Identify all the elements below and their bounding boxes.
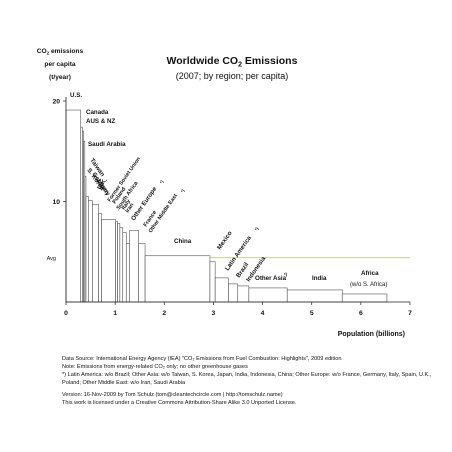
x-tick-label: 4: [261, 310, 265, 317]
bar-latin-america: [214, 277, 229, 303]
bar-brazil: [228, 283, 239, 303]
label-canada: Canada: [86, 109, 109, 116]
bar-iran: [122, 232, 127, 303]
chart-notes: Data Source: International Energy Agency…: [62, 356, 448, 408]
bar-india: [286, 289, 343, 303]
x-tick-label: 5: [310, 310, 314, 317]
label-italy: Italy: [121, 198, 133, 211]
bar-italy: [119, 227, 124, 303]
footnote: *) Latin America: w/o Brazil; Other Asia…: [62, 371, 432, 386]
y-label-subscript: 2: [47, 51, 50, 56]
bar-japan: [92, 204, 99, 303]
x-tick-label: 3: [212, 310, 216, 317]
label-iran: Iran: [125, 202, 136, 214]
chart-title-part-3: Emissions: [242, 55, 298, 67]
x-tick-label: 1: [113, 310, 117, 317]
label-latin-america-mark: *): [254, 226, 260, 232]
x-tick-label: 0: [64, 310, 68, 317]
label-other-asia: Other Asia: [255, 275, 287, 282]
label-other-middle-east-mark: *): [180, 188, 186, 194]
chart-subtitle: (2007; by region; per capita): [176, 71, 289, 81]
data-source-note: Data Source: International Energy Agency…: [62, 356, 342, 362]
x-axis-label: Population (billions): [338, 331, 405, 338]
y-tick-label: 20: [52, 99, 60, 106]
bar-former-soviet-union: [101, 219, 116, 303]
bar-poland: [115, 221, 118, 303]
x-tick-label: 7: [408, 310, 412, 317]
label-india: India: [312, 275, 327, 282]
label-mexico: Mexico: [216, 230, 234, 251]
bar-indonesia: [237, 285, 250, 303]
label-other-asia-mark: *): [284, 272, 288, 277]
label-us: U.S.: [70, 92, 82, 99]
bar-other-asia: [248, 287, 288, 303]
x-tick-label: 2: [162, 310, 166, 317]
emissions-note: Note: Emissions from energy-related CO₂ …: [62, 363, 248, 370]
label-other-europe-mark: *): [159, 179, 165, 185]
chart-title-part-1: Worldwide CO: [167, 55, 239, 67]
chart-title-subscript: 2: [238, 62, 242, 69]
bar-mexico: [209, 261, 216, 303]
y-label-emissions: emissions: [49, 48, 83, 55]
bar-south-africa: [117, 223, 121, 303]
bar-s-korea: [85, 196, 89, 303]
label-saudi-arabia: Saudi Arabia: [88, 141, 126, 148]
y-label-co: CO: [37, 48, 47, 55]
y-axis-label-line-3: (t/year): [49, 74, 71, 81]
bar-other-europe: [129, 230, 139, 303]
license-note: This work is licensed under a Creative C…: [62, 400, 297, 407]
x-tick-label: 6: [359, 310, 363, 317]
label-africa: Africa: [361, 270, 379, 277]
label-china: China: [174, 238, 192, 245]
plot-area: Avg 0 1 2 3 4 5 6 7 10 20: [47, 97, 412, 317]
average-label: Avg: [47, 256, 56, 262]
label-africa-subtitle: (w/o S. Africa): [350, 282, 387, 288]
bar-u-s: [65, 109, 82, 303]
y-tick-label: 10: [52, 199, 60, 206]
y-axis-label-line-2: per capita: [44, 61, 75, 68]
bar-germany: [88, 200, 93, 303]
y-axis-label-line-1: CO2 emissions: [37, 48, 84, 56]
bar-france: [125, 243, 130, 303]
bar-africa-w-o-s-africa: [341, 293, 388, 303]
bar-china: [144, 255, 211, 303]
bar-u-k: [98, 213, 102, 303]
chart-title: Worldwide CO2 Emissions: [167, 55, 298, 69]
version-note: Version: 16-Nov-2009 by Tom Schulz (tom@…: [62, 392, 283, 399]
label-aus-nz: AUS & NZ: [86, 118, 115, 125]
bar-other-middle-east: [138, 243, 146, 303]
